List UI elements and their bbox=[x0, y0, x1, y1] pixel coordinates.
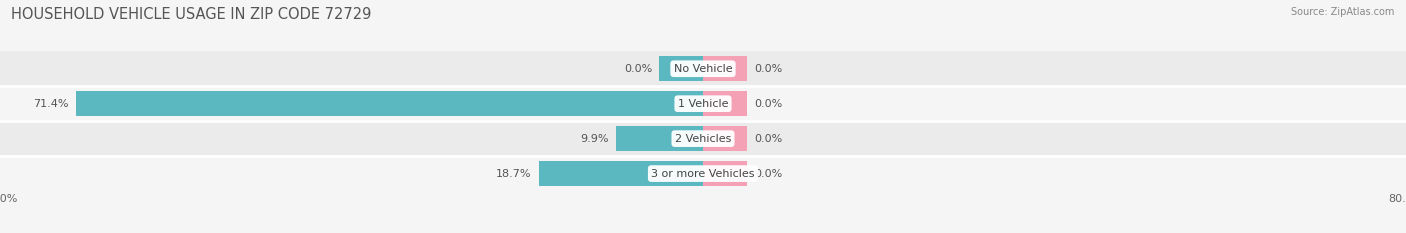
Text: 0.0%: 0.0% bbox=[754, 64, 782, 74]
Bar bbox=[0, 121, 1406, 156]
Text: 0.0%: 0.0% bbox=[754, 169, 782, 178]
Bar bbox=[538, 161, 703, 186]
Text: 18.7%: 18.7% bbox=[496, 169, 531, 178]
Text: 0.0%: 0.0% bbox=[624, 64, 652, 74]
Text: Source: ZipAtlas.com: Source: ZipAtlas.com bbox=[1291, 7, 1395, 17]
Bar bbox=[659, 56, 703, 81]
Text: 9.9%: 9.9% bbox=[581, 134, 609, 144]
Text: HOUSEHOLD VEHICLE USAGE IN ZIP CODE 72729: HOUSEHOLD VEHICLE USAGE IN ZIP CODE 7272… bbox=[11, 7, 371, 22]
Bar bbox=[0, 86, 1406, 121]
Bar bbox=[703, 161, 747, 186]
Text: 2 Vehicles: 2 Vehicles bbox=[675, 134, 731, 144]
Bar bbox=[0, 51, 1406, 86]
Bar bbox=[616, 126, 703, 151]
Text: 1 Vehicle: 1 Vehicle bbox=[678, 99, 728, 109]
Bar bbox=[703, 56, 747, 81]
Text: 0.0%: 0.0% bbox=[754, 134, 782, 144]
Text: 0.0%: 0.0% bbox=[754, 99, 782, 109]
Bar bbox=[703, 91, 747, 116]
Text: 71.4%: 71.4% bbox=[34, 99, 69, 109]
Bar bbox=[0, 156, 1406, 191]
Text: 3 or more Vehicles: 3 or more Vehicles bbox=[651, 169, 755, 178]
Bar bbox=[703, 126, 747, 151]
Bar bbox=[76, 91, 703, 116]
Text: No Vehicle: No Vehicle bbox=[673, 64, 733, 74]
